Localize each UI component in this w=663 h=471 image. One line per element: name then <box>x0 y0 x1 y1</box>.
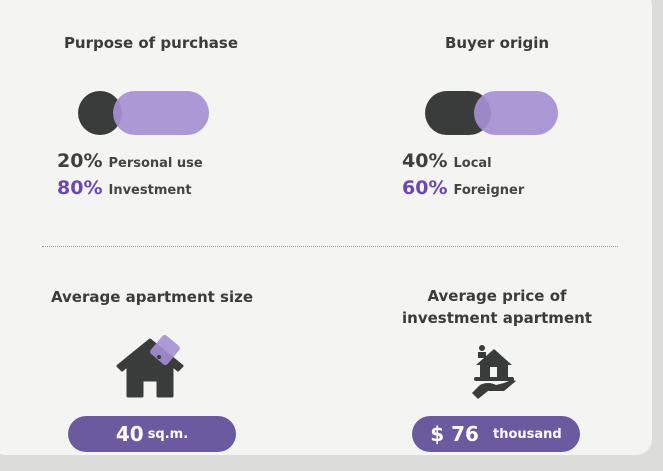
label: Investment <box>108 183 192 198</box>
size-value: 40 <box>115 422 144 446</box>
foreigner-mark <box>474 91 558 135</box>
investment-mark <box>113 91 209 135</box>
legend-personal: 20% Personal use <box>57 150 203 172</box>
size-unit: sq.m. <box>147 426 189 442</box>
label: Foreigner <box>453 183 525 198</box>
price-value-pill: $ 76 thousand <box>412 416 580 452</box>
hand-holding-house-icon <box>472 345 516 399</box>
price-title-line1: Average price of <box>427 287 567 305</box>
divider <box>42 246 618 247</box>
origin-title: Buyer origin <box>444 34 550 52</box>
legend-local: 40% Local <box>402 150 492 172</box>
size-title: Average apartment size <box>50 288 254 306</box>
purpose-share-graphic <box>78 91 209 135</box>
size-value-pill: 40 sq.m. <box>68 416 236 452</box>
label: Local <box>453 156 492 171</box>
percent: 40% <box>402 150 448 172</box>
origin-share-graphic <box>425 91 558 135</box>
house-tag-icon <box>116 334 184 398</box>
price-title: Average price of investment apartment <box>370 285 624 329</box>
percent: 80% <box>57 177 103 199</box>
legend-investment: 80% Investment <box>57 177 192 199</box>
percent: 20% <box>57 150 103 172</box>
local-mark <box>425 91 491 135</box>
price-value: $ 76 <box>430 422 479 446</box>
price-title-line2: investment apartment <box>402 309 592 327</box>
price-unit: thousand <box>492 426 562 442</box>
purpose-title: Purpose of purchase <box>63 34 239 52</box>
percent: 60% <box>402 177 448 199</box>
legend-foreigner: 60% Foreigner <box>402 177 524 199</box>
personal-use-mark <box>78 91 122 135</box>
stats-card <box>0 0 652 455</box>
label: Personal use <box>108 156 203 171</box>
